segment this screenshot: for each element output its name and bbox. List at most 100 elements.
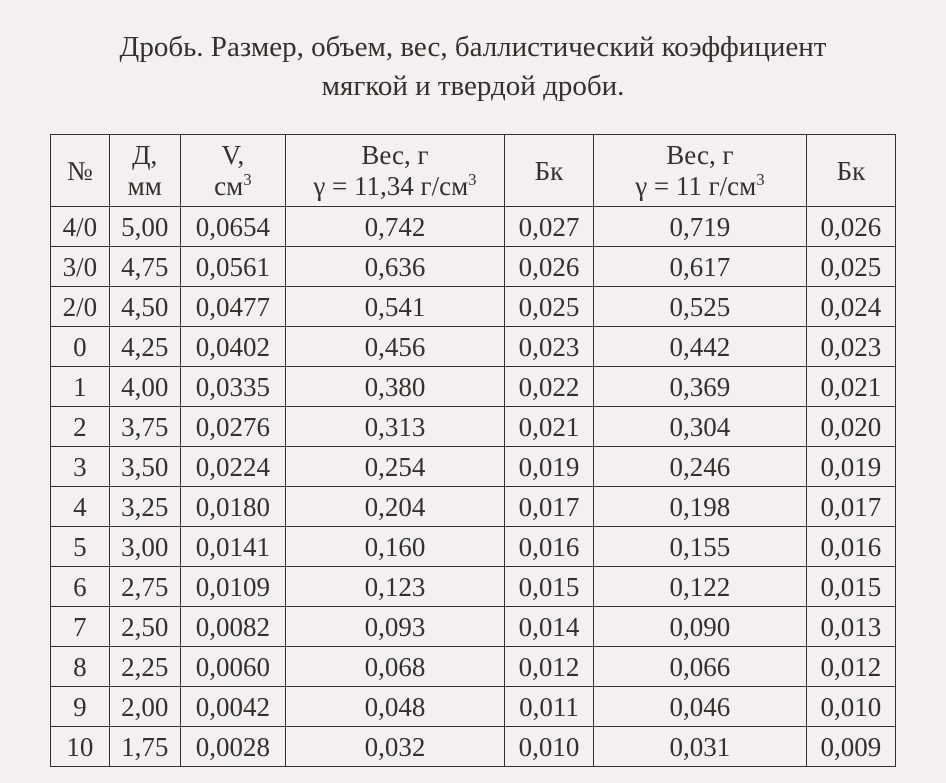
cell-n: 2/0 <box>51 287 110 327</box>
cell-n: 7 <box>51 607 110 647</box>
cell-d: 2,75 <box>109 567 180 607</box>
hdr-num-text: № <box>67 156 93 186</box>
cell-n: 3 <box>51 447 110 487</box>
cell-w2: 0,155 <box>594 527 807 567</box>
cell-b1: 0,011 <box>504 687 593 727</box>
cell-b1: 0,010 <box>504 727 593 767</box>
table-row: 72,500,00820,0930,0140,0900,013 <box>51 607 896 647</box>
hdr-w1-bot: γ = 11,34 г/см3 <box>313 171 476 202</box>
hdr-v-bot-pre: см <box>214 171 243 201</box>
cell-v: 0,0402 <box>180 327 285 367</box>
cell-v: 0,0060 <box>180 647 285 687</box>
cell-b2: 0,023 <box>806 327 895 367</box>
cell-w1: 0,123 <box>286 567 505 607</box>
cell-w1: 0,032 <box>286 727 505 767</box>
cell-d: 3,75 <box>109 407 180 447</box>
cell-d: 5,00 <box>109 207 180 247</box>
table-row: 101,750,00280,0320,0100,0310,009 <box>51 727 896 767</box>
cell-n: 2 <box>51 407 110 447</box>
cell-d: 4,25 <box>109 327 180 367</box>
cell-v: 0,0109 <box>180 567 285 607</box>
cell-b2: 0,012 <box>806 647 895 687</box>
title-line-2: мягкой и твердой дроби. <box>322 70 625 102</box>
table-row: 82,250,00600,0680,0120,0660,012 <box>51 647 896 687</box>
cell-w2: 0,031 <box>594 727 807 767</box>
cell-w1: 0,456 <box>286 327 505 367</box>
cell-v: 0,0654 <box>180 207 285 247</box>
hdr-w2-top: Вес, г <box>666 140 733 171</box>
cell-b2: 0,025 <box>806 247 895 287</box>
cell-n: 4/0 <box>51 207 110 247</box>
cell-b2: 0,013 <box>806 607 895 647</box>
hdr-v-bot-sup: 3 <box>243 170 251 189</box>
cell-w2: 0,525 <box>594 287 807 327</box>
cell-b2: 0,017 <box>806 487 895 527</box>
cell-b2: 0,020 <box>806 407 895 447</box>
cell-d: 2,25 <box>109 647 180 687</box>
cell-d: 4,00 <box>109 367 180 407</box>
table-row: 14,000,03350,3800,0220,3690,021 <box>51 367 896 407</box>
cell-w2: 0,304 <box>594 407 807 447</box>
cell-w1: 0,068 <box>286 647 505 687</box>
cell-w2: 0,198 <box>594 487 807 527</box>
cell-v: 0,0224 <box>180 447 285 487</box>
cell-b1: 0,025 <box>504 287 593 327</box>
cell-b2: 0,015 <box>806 567 895 607</box>
cell-n: 9 <box>51 687 110 727</box>
cell-w2: 0,719 <box>594 207 807 247</box>
cell-b2: 0,026 <box>806 207 895 247</box>
shot-table: № Д, мм V, см3 Вес, г γ = 11,34 г/см3 Бк… <box>50 134 896 767</box>
cell-w2: 0,122 <box>594 567 807 607</box>
cell-v: 0,0477 <box>180 287 285 327</box>
hdr-d-top: Д, <box>132 140 157 171</box>
cell-b1: 0,022 <box>504 367 593 407</box>
cell-w2: 0,046 <box>594 687 807 727</box>
cell-v: 0,0276 <box>180 407 285 447</box>
table-row: 53,000,01410,1600,0160,1550,016 <box>51 527 896 567</box>
hdr-w2-bot-pre: γ = 11 г/см <box>635 171 756 201</box>
page-title: Дробь. Размер, объем, вес, баллистически… <box>50 28 896 106</box>
cell-v: 0,0180 <box>180 487 285 527</box>
col-volume: V, см3 <box>180 135 285 207</box>
title-line-1: Дробь. Размер, объем, вес, баллистически… <box>120 31 827 63</box>
cell-d: 2,00 <box>109 687 180 727</box>
col-weight-2: Вес, г γ = 11 г/см3 <box>594 135 807 207</box>
cell-w1: 0,204 <box>286 487 505 527</box>
table-row: 2/04,500,04770,5410,0250,5250,024 <box>51 287 896 327</box>
cell-w1: 0,254 <box>286 447 505 487</box>
table-row: 62,750,01090,1230,0150,1220,015 <box>51 567 896 607</box>
cell-v: 0,0042 <box>180 687 285 727</box>
cell-v: 0,0028 <box>180 727 285 767</box>
col-weight-1: Вес, г γ = 11,34 г/см3 <box>286 135 505 207</box>
cell-v: 0,0335 <box>180 367 285 407</box>
cell-n: 3/0 <box>51 247 110 287</box>
cell-d: 4,50 <box>109 287 180 327</box>
cell-b2: 0,019 <box>806 447 895 487</box>
hdr-v-top: V, <box>221 140 244 171</box>
cell-b1: 0,016 <box>504 527 593 567</box>
hdr-w1-top: Вес, г <box>361 140 428 171</box>
cell-b1: 0,019 <box>504 447 593 487</box>
table-row: 04,250,04020,4560,0230,4420,023 <box>51 327 896 367</box>
hdr-d-bot: мм <box>128 171 162 202</box>
cell-n: 4 <box>51 487 110 527</box>
table-row: 3/04,750,05610,6360,0260,6170,025 <box>51 247 896 287</box>
col-diameter: Д, мм <box>109 135 180 207</box>
cell-b1: 0,014 <box>504 607 593 647</box>
cell-b2: 0,016 <box>806 527 895 567</box>
cell-b1: 0,026 <box>504 247 593 287</box>
cell-d: 3,50 <box>109 447 180 487</box>
cell-w2: 0,442 <box>594 327 807 367</box>
cell-b1: 0,027 <box>504 207 593 247</box>
cell-n: 5 <box>51 527 110 567</box>
hdr-bk2: Бк <box>837 156 866 186</box>
cell-w2: 0,617 <box>594 247 807 287</box>
cell-w1: 0,742 <box>286 207 505 247</box>
cell-b2: 0,009 <box>806 727 895 767</box>
cell-w2: 0,369 <box>594 367 807 407</box>
table-row: 43,250,01800,2040,0170,1980,017 <box>51 487 896 527</box>
cell-n: 10 <box>51 727 110 767</box>
cell-b1: 0,017 <box>504 487 593 527</box>
cell-b2: 0,024 <box>806 287 895 327</box>
hdr-w2-bot: γ = 11 г/см3 <box>635 171 764 202</box>
